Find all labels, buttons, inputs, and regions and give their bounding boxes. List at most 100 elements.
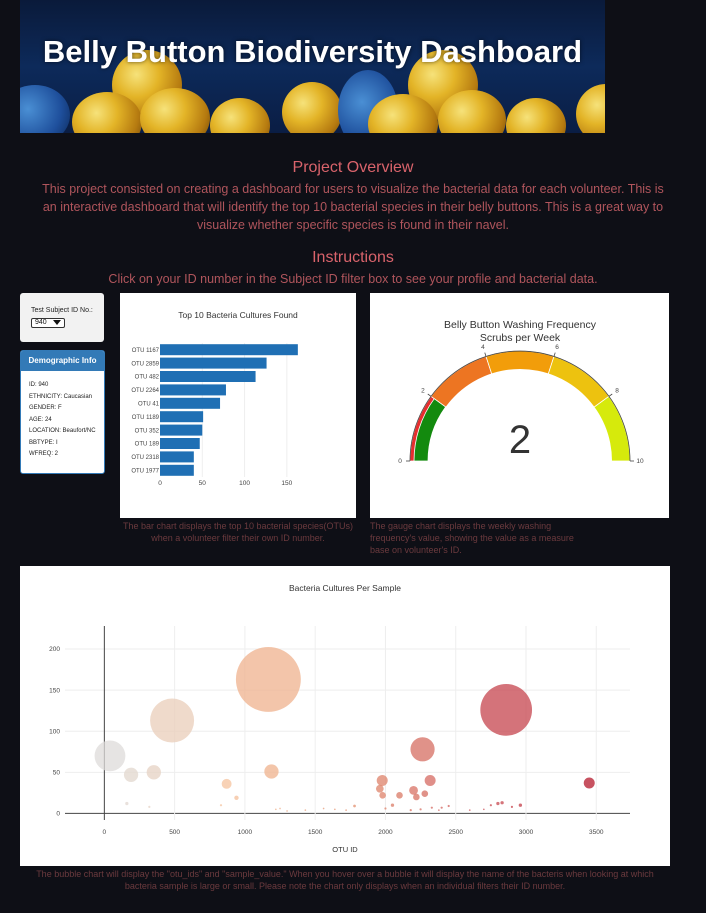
bubble-x-tick-label: 2500 — [448, 829, 463, 836]
bar — [160, 451, 194, 463]
bubble — [419, 808, 422, 811]
bubble-y-tick-label: 100 — [49, 728, 60, 735]
bubble — [480, 683, 533, 736]
bubble-x-axis-label: OTU ID — [332, 845, 358, 854]
bubble — [421, 790, 429, 797]
demographic-row: LOCATION: Beaufort/NC — [29, 428, 96, 434]
bar — [160, 371, 256, 382]
bubble — [468, 809, 471, 811]
bubble — [375, 784, 384, 793]
bubble — [334, 808, 336, 811]
demographic-row: ETHNICITY: Caucasian — [29, 393, 93, 400]
bubble — [353, 804, 356, 808]
gauge-value: 2 — [509, 418, 531, 462]
bubble — [483, 808, 485, 811]
bubble — [304, 809, 307, 811]
bubble — [409, 786, 418, 795]
bubble — [430, 806, 433, 809]
bubble-y-tick-label: 0 — [56, 811, 60, 818]
bar — [160, 397, 221, 409]
bar-chart-panel: Top 10 Bacteria Cultures Found 0 50 100 150 O… — [120, 293, 356, 518]
instructions-heading: Instructions — [312, 249, 394, 266]
bar-category-label: OTU 189 — [135, 442, 160, 448]
gauge-tick — [427, 393, 432, 397]
bubble-chart-caption: The bubble chart will display the "otu_i… — [36, 869, 654, 891]
header-banner: Belly Button Biodiversity Dashboard — [20, 0, 605, 133]
gauge-tick-label: 0 — [398, 458, 402, 465]
filter-label: Test Subject ID No.: — [31, 307, 93, 314]
bar — [160, 411, 204, 423]
bubble-y-tick-label: 150 — [49, 687, 60, 694]
bubble-x-tick-label: 500 — [169, 829, 180, 836]
bar-category-label: OTU 2859 — [131, 361, 159, 367]
bubble — [345, 809, 347, 811]
bubble — [221, 778, 232, 789]
bubble-x-tick-label: 1500 — [308, 829, 323, 836]
bubble — [379, 792, 386, 799]
bubble — [489, 804, 492, 807]
bubble — [219, 804, 223, 807]
bubble-chart-title: Bacteria Cultures Per Sample — [289, 583, 401, 593]
demographic-row: ID: 940 — [29, 382, 49, 388]
subject-id-filter: Test Subject ID No.: 940 — [20, 293, 104, 342]
bubble — [376, 775, 388, 787]
bar-x-tick-label: 150 — [281, 480, 292, 487]
demographic-row: BBTYPE: I — [29, 439, 58, 446]
demographic-row: AGE: 24 — [29, 416, 52, 423]
bubble-y-tick-label: 200 — [49, 646, 60, 653]
demographic-row: GENDER: F — [29, 405, 62, 411]
demographic-title: Demographic Info — [21, 351, 104, 371]
chevron-down-icon — [53, 320, 61, 325]
bar — [160, 384, 226, 396]
gauge-tick-label: 4 — [481, 344, 485, 351]
bubble — [94, 740, 126, 772]
bubble — [279, 807, 281, 810]
bubble — [409, 809, 412, 812]
bar — [160, 344, 298, 356]
bar-category-label: OTU 1167 — [132, 348, 160, 354]
bubble — [146, 765, 161, 780]
bar-category-label: OTU 1189 — [132, 415, 160, 421]
demographic-panel: Demographic Info ID: 940 ETHNICITY: Cauca… — [20, 350, 105, 474]
bubble — [438, 809, 440, 811]
bubble — [396, 792, 403, 799]
bubble-x-tick-label: 1000 — [238, 829, 253, 836]
bar-chart-title: Top 10 Bacteria Cultures Found — [178, 310, 298, 320]
bar-x-tick-label: 100 — [239, 480, 250, 487]
gauge-tick — [553, 352, 556, 357]
overview-heading: Project Overview — [292, 159, 414, 176]
bubble — [123, 767, 139, 782]
bar-category-label: OTU 41 — [138, 402, 160, 408]
demographic-info: ID: 940 ETHNICITY: Caucasian GENDER: F AGE:… — [21, 371, 104, 463]
bubble — [496, 801, 500, 806]
bar-category-label: OTU 352 — [135, 428, 160, 434]
demographic-row: WFREQ: 2 — [29, 451, 59, 457]
bubble-chart-panel: Bacteria Cultures Per Sample 0 50 100 150 200… — [20, 566, 670, 866]
bar — [160, 438, 200, 449]
bubble — [440, 806, 443, 809]
gauge-tick-label: 6 — [555, 344, 559, 351]
bubble — [447, 804, 450, 808]
bubble — [125, 801, 129, 806]
bubble — [264, 764, 279, 779]
gauge-tick-label: 2 — [421, 387, 425, 394]
gauge-inner — [428, 369, 612, 553]
bar — [160, 424, 203, 436]
bubble-chart: Bacteria Cultures Per Sample 0 50 100 150 200… — [49, 583, 630, 854]
subject-id-selected: 940 — [35, 319, 47, 326]
bubble — [424, 775, 436, 787]
subject-id-select[interactable]: 940 — [31, 318, 65, 328]
bar-x-tick-label: 0 — [158, 480, 162, 487]
bar-category-label: OTU 1977 — [131, 469, 159, 475]
page-title: Belly Button Biodiversity Dashboard — [42, 34, 583, 69]
bar — [160, 464, 194, 476]
bubble — [274, 808, 277, 811]
bubble — [510, 805, 514, 808]
bubble — [384, 807, 387, 810]
bar-chart-caption: The bar chart displays the top 10 bacter… — [122, 521, 354, 543]
instructions-text: Click on your ID number in the Subject I… — [108, 272, 598, 286]
bubble — [500, 801, 504, 805]
bubble-x-tick-label: 3500 — [589, 829, 604, 836]
gauge-tick-label: 10 — [636, 458, 644, 465]
bubble — [518, 803, 523, 807]
